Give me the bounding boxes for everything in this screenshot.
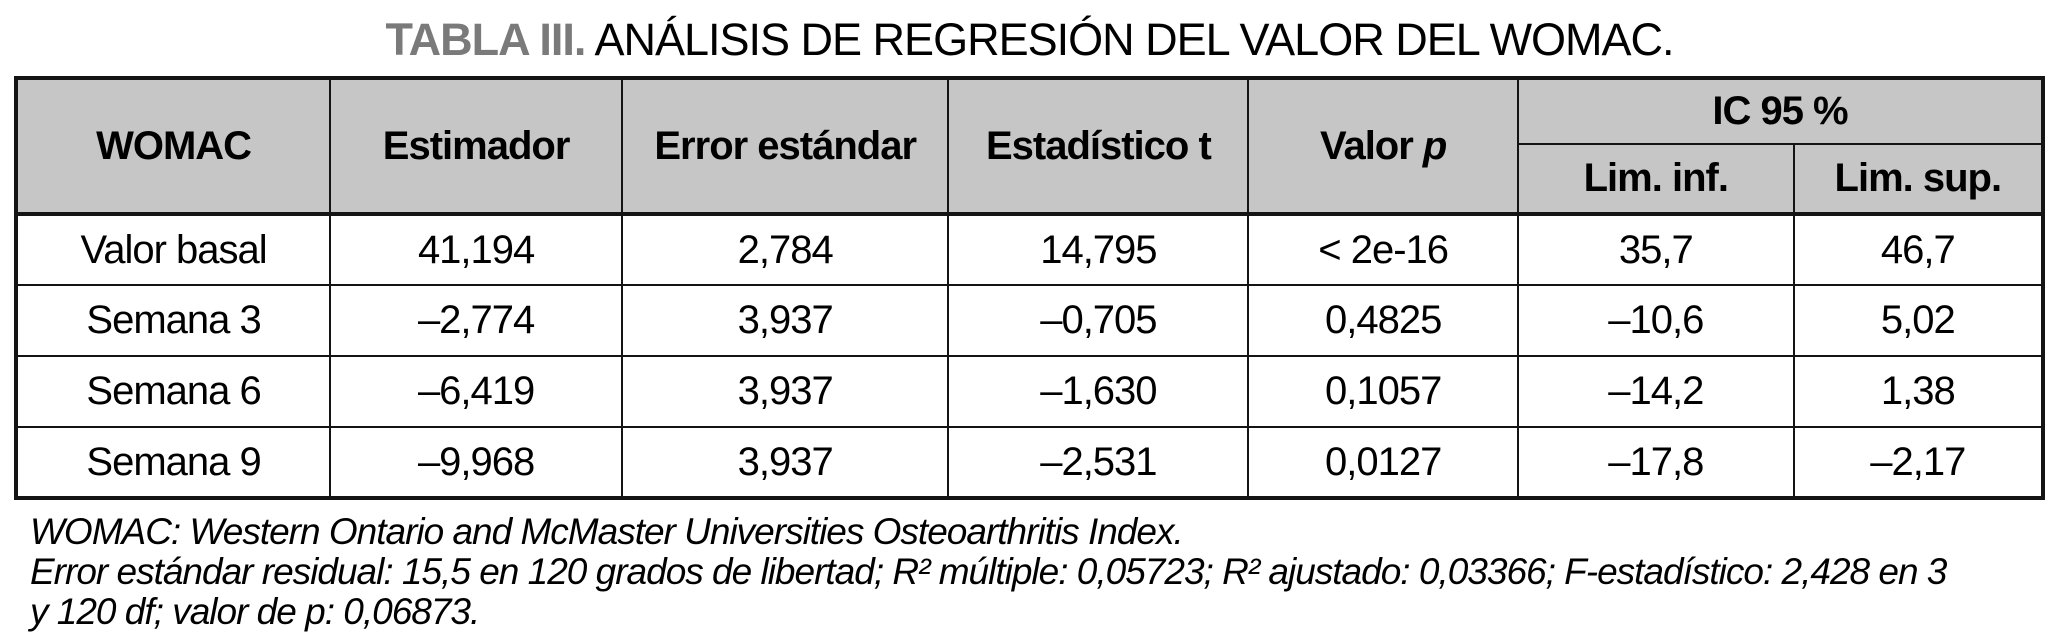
cell-estimator: 41,194: [329, 213, 624, 286]
column-header-t-stat: Estadístico t: [947, 77, 1250, 215]
table-title-text: ANÁLISIS DE REGRESIÓN DEL VALOR DEL WOMA…: [585, 14, 1674, 65]
column-header-womac: WOMAC: [14, 77, 332, 215]
regression-table: WOMAC Estimador Error estándar Estadísti…: [14, 76, 2045, 500]
column-header-p-value: Valor p: [1247, 77, 1519, 215]
row-label: Semana 6: [14, 355, 332, 428]
row-label: Semana 9: [14, 426, 332, 499]
cell-estimator: –6,419: [329, 355, 624, 428]
cell-std-error: 2,784: [621, 213, 950, 286]
cell-std-error: 3,937: [621, 355, 950, 428]
page-title: TABLA III. ANÁLISIS DE REGRESIÓN DEL VAL…: [0, 0, 2059, 66]
table-row-semana-3: Semana 3 –2,774 3,937 –0,705 0,4825 –10,…: [14, 284, 2045, 357]
column-header-std-error: Error estándar: [621, 77, 950, 215]
row-label: Semana 3: [14, 284, 332, 357]
cell-lim-sup: 46,7: [1792, 213, 2045, 286]
table-number-label: TABLA III.: [385, 14, 586, 65]
cell-t-stat: –2,531: [947, 426, 1250, 499]
cell-lim-inf: 35,7: [1516, 213, 1795, 286]
table-row-valor-basal: Valor basal 41,194 2,784 14,795 < 2e-16 …: [14, 213, 2045, 286]
cell-lim-sup: –2,17: [1792, 426, 2045, 499]
footnote-womac-definition: WOMAC: Western Ontario and McMaster Univ…: [30, 511, 1184, 552]
column-header-ic95: IC 95 %: [1516, 77, 2045, 145]
cell-estimator: –2,774: [329, 284, 624, 357]
cell-std-error: 3,937: [621, 284, 950, 357]
cell-lim-sup: 1,38: [1792, 355, 2045, 428]
row-label: Valor basal: [14, 213, 332, 286]
cell-t-stat: 14,795: [947, 213, 1250, 286]
column-header-estimator: Estimador: [329, 77, 624, 215]
cell-p-value: < 2e-16: [1247, 213, 1519, 286]
table-body: Valor basal 41,194 2,784 14,795 < 2e-16 …: [14, 213, 2045, 499]
cell-lim-inf: –10,6: [1516, 284, 1795, 357]
cell-t-stat: –1,630: [947, 355, 1250, 428]
cell-lim-inf: –17,8: [1516, 426, 1795, 499]
cell-lim-inf: –14,2: [1516, 355, 1795, 428]
cell-lim-sup: 5,02: [1792, 284, 2045, 357]
column-header-lim-sup: Lim. sup.: [1792, 143, 2045, 215]
table-row-semana-9: Semana 9 –9,968 3,937 –2,531 0,0127 –17,…: [14, 426, 2045, 499]
table-row-semana-6: Semana 6 –6,419 3,937 –1,630 0,1057 –14,…: [14, 355, 2045, 428]
cell-p-value: 0,1057: [1247, 355, 1519, 428]
footnote-regression-stats: Error estándar residual: 15,5 en 120 gra…: [30, 551, 1947, 632]
cell-estimator: –9,968: [329, 426, 624, 499]
cell-p-value: 0,0127: [1247, 426, 1519, 499]
cell-t-stat: –0,705: [947, 284, 1250, 357]
table-header: WOMAC Estimador Error estándar Estadísti…: [14, 77, 2045, 215]
cell-std-error: 3,937: [621, 426, 950, 499]
column-header-lim-inf: Lim. inf.: [1516, 143, 1795, 215]
table-footnotes: WOMAC: Western Ontario and McMaster Univ…: [30, 512, 1970, 632]
p-italic: p: [1422, 123, 1447, 168]
cell-p-value: 0,4825: [1247, 284, 1519, 357]
